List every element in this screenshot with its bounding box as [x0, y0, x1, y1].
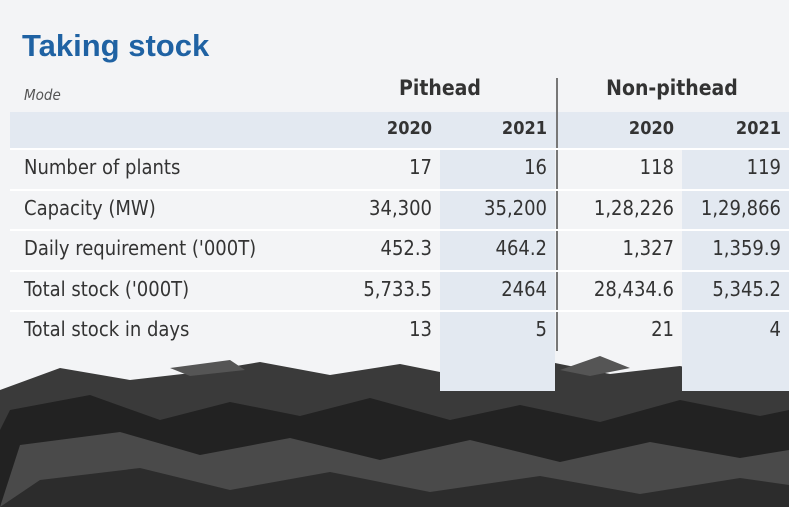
column-shade — [682, 112, 789, 391]
cell: 28,434.6 — [593, 276, 674, 301]
cell: 5 — [535, 317, 547, 341]
cell: 13 — [409, 317, 432, 341]
mode-label: Mode — [24, 86, 61, 104]
cell: 464.2 — [495, 236, 548, 260]
row-label: Capacity (MW) — [24, 195, 156, 220]
cell: 452.3 — [380, 236, 433, 260]
column-shade — [440, 112, 555, 391]
cell: 2464 — [501, 276, 547, 301]
coal-image — [0, 350, 789, 507]
row-label: Number of plants — [24, 155, 181, 179]
cell: 118 — [639, 155, 674, 179]
cell: 1,359.9 — [712, 236, 781, 260]
year-header: 2020 — [386, 118, 432, 139]
row-line — [10, 229, 789, 231]
title: Taking stock — [22, 28, 210, 63]
cell: 34,300 — [369, 195, 432, 220]
row-label: Total stock in days — [24, 317, 190, 341]
row-line — [10, 188, 789, 191]
cell: 4 — [769, 317, 781, 341]
cell: 16 — [524, 155, 547, 179]
cell: 1,28,226 — [593, 195, 674, 220]
row-line — [10, 269, 789, 272]
cell: 5,733.5 — [363, 276, 432, 301]
year-header: 2021 — [501, 118, 547, 139]
group-header: Pithead — [399, 76, 481, 100]
header-band — [10, 112, 789, 148]
cell: 5,345.2 — [712, 276, 781, 301]
year-header: 2021 — [735, 118, 781, 139]
group-header: Non-pithead — [606, 76, 738, 100]
row-line — [10, 310, 789, 312]
cell: 1,29,866 — [700, 195, 781, 220]
cell: 17 — [409, 155, 432, 179]
cell: 21 — [651, 317, 674, 341]
year-header: 2020 — [628, 118, 674, 139]
row-line — [10, 148, 789, 150]
row-label: Total stock ('000T) — [24, 276, 190, 301]
cell: 35,200 — [484, 195, 547, 220]
group-divider — [556, 78, 558, 351]
row-label: Daily requirement ('000T) — [24, 236, 257, 260]
cell: 119 — [746, 155, 781, 179]
cell: 1,327 — [622, 236, 675, 260]
